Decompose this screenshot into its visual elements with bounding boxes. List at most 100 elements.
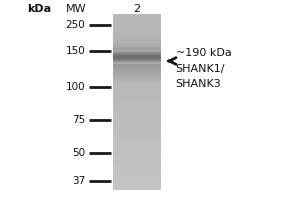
Bar (112, 127, 160, 128)
Text: SHANK3: SHANK3 (176, 79, 221, 89)
Bar (112, 184, 160, 185)
Bar (112, 57, 160, 58)
Bar (112, 150, 160, 151)
Bar (112, 145, 160, 146)
Bar (112, 97, 160, 98)
Bar (112, 92, 160, 93)
Bar (112, 58, 160, 59)
Bar (112, 183, 160, 184)
Bar (112, 161, 160, 162)
Bar (112, 118, 160, 119)
Bar (112, 71, 160, 72)
Bar (112, 99, 160, 100)
Bar (112, 115, 160, 116)
Bar (112, 58, 160, 59)
Bar (112, 157, 160, 158)
Bar (112, 175, 160, 176)
Bar (112, 55, 160, 56)
Bar (112, 75, 160, 76)
Bar (112, 26, 160, 27)
Bar (112, 101, 160, 102)
Bar (112, 34, 160, 35)
Bar (112, 158, 160, 159)
Bar (112, 47, 160, 48)
Bar (112, 156, 160, 157)
Bar (112, 15, 160, 16)
Bar (112, 178, 160, 179)
Bar (112, 95, 160, 96)
Bar (112, 142, 160, 143)
Bar (112, 136, 160, 137)
Text: 50: 50 (72, 148, 86, 158)
Bar (112, 57, 160, 58)
Bar (112, 179, 160, 180)
Text: kDa: kDa (27, 4, 51, 14)
Bar (112, 73, 160, 74)
Bar (112, 83, 160, 84)
Bar (112, 63, 160, 64)
Bar (112, 110, 160, 111)
Bar (112, 169, 160, 170)
Bar (112, 70, 160, 71)
Bar (112, 123, 160, 124)
Bar (112, 163, 160, 164)
Text: 250: 250 (66, 20, 86, 30)
Bar (112, 107, 160, 108)
Bar (112, 189, 160, 190)
Bar (112, 125, 160, 126)
Bar (112, 94, 160, 95)
Bar (112, 116, 160, 117)
Bar (112, 59, 160, 60)
Bar (112, 16, 160, 18)
Bar (112, 53, 160, 54)
Text: 75: 75 (72, 115, 86, 125)
Bar (112, 82, 160, 83)
Bar (112, 49, 160, 50)
Bar (112, 40, 160, 41)
Bar (112, 152, 160, 153)
Bar (112, 60, 160, 62)
Bar (112, 58, 160, 59)
Bar (112, 131, 160, 132)
Bar (112, 20, 160, 21)
Bar (112, 89, 160, 90)
Bar (112, 104, 160, 106)
Bar (112, 27, 160, 28)
Bar (112, 177, 160, 178)
Bar (112, 128, 160, 129)
Bar (112, 112, 160, 113)
Bar (112, 63, 160, 64)
Bar (112, 121, 160, 122)
Text: SHANK1/: SHANK1/ (176, 64, 225, 74)
Bar (112, 32, 160, 33)
Bar (112, 148, 160, 149)
Bar (112, 133, 160, 134)
Bar (112, 153, 160, 154)
Bar (112, 117, 160, 118)
Bar (112, 59, 160, 60)
Bar (112, 137, 160, 138)
Bar (112, 154, 160, 155)
Bar (112, 113, 160, 114)
Bar (112, 24, 160, 25)
Bar (112, 96, 160, 97)
Bar (112, 66, 160, 67)
Bar (112, 122, 160, 123)
Bar (112, 80, 160, 81)
Bar (112, 120, 160, 121)
Text: MW: MW (66, 4, 87, 14)
Bar (112, 162, 160, 163)
Bar (112, 151, 160, 152)
Bar (112, 82, 160, 84)
Bar (112, 51, 160, 52)
Bar (112, 185, 160, 186)
Bar (112, 174, 160, 175)
Bar (112, 108, 160, 109)
Bar (112, 69, 160, 70)
Bar (112, 119, 160, 120)
Bar (112, 56, 160, 57)
Bar (112, 50, 160, 51)
Text: 2: 2 (133, 4, 140, 14)
Bar (112, 170, 160, 172)
Bar (112, 54, 160, 55)
